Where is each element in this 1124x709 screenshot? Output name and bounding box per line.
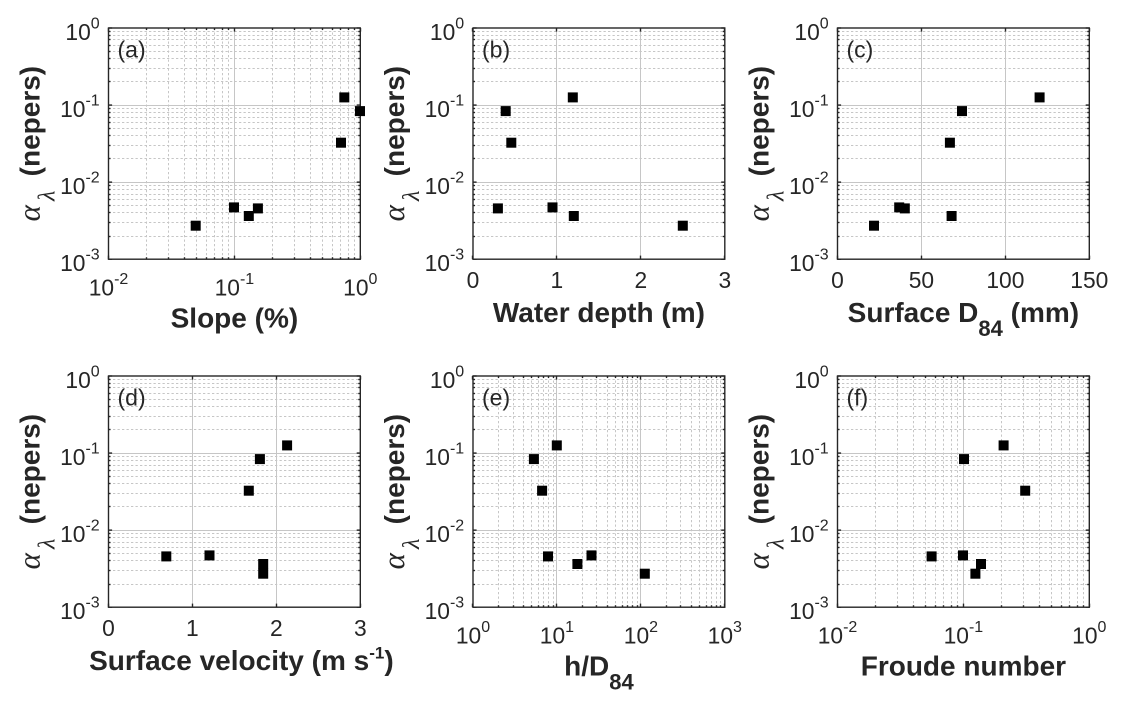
svg-text:Surface D84 (mm): Surface D84 (mm): [848, 297, 1079, 341]
svg-text:100: 100: [986, 267, 1024, 293]
svg-text:10-1: 10-1: [60, 441, 100, 470]
svg-text:102: 102: [624, 619, 658, 648]
svg-text:Water depth (m): Water depth (m): [493, 297, 705, 328]
svg-text:3: 3: [354, 615, 367, 641]
svg-text:10-2: 10-2: [89, 271, 129, 300]
svg-text:0: 0: [831, 267, 844, 293]
svg-text:10-1: 10-1: [425, 441, 465, 470]
svg-text:10-3: 10-3: [789, 595, 829, 624]
svg-text:2: 2: [270, 615, 283, 641]
svg-text:10-1: 10-1: [944, 619, 984, 648]
svg-text:100: 100: [430, 364, 464, 393]
svg-text:h/D84: h/D84: [564, 650, 634, 694]
svg-text:(c): (c): [847, 37, 874, 63]
svg-text:(f): (f): [847, 385, 869, 411]
svg-text:αλ (nepers): αλ (nepers): [376, 66, 425, 221]
svg-text:1: 1: [186, 615, 199, 641]
svg-text:100: 100: [456, 619, 490, 648]
svg-text:100: 100: [1072, 619, 1106, 648]
svg-text:αλ (nepers): αλ (nepers): [741, 66, 790, 221]
svg-text:100: 100: [65, 364, 99, 393]
svg-text:100: 100: [430, 16, 464, 45]
svg-text:10-3: 10-3: [425, 595, 465, 624]
svg-text:αλ (nepers): αλ (nepers): [12, 414, 61, 569]
svg-text:(a): (a): [118, 37, 146, 63]
svg-text:10-3: 10-3: [60, 595, 100, 624]
svg-text:10-3: 10-3: [425, 247, 465, 276]
svg-text:Slope (%): Slope (%): [171, 302, 299, 333]
svg-text:(d): (d): [118, 385, 146, 411]
svg-text:100: 100: [343, 271, 377, 300]
svg-text:αλ (nepers): αλ (nepers): [741, 414, 790, 569]
svg-text:10-2: 10-2: [60, 170, 100, 199]
svg-text:10-2: 10-2: [789, 518, 829, 547]
svg-text:10-3: 10-3: [789, 247, 829, 276]
svg-text:10-2: 10-2: [818, 619, 858, 648]
svg-text:103: 103: [708, 619, 742, 648]
svg-text:10-1: 10-1: [425, 93, 465, 122]
svg-text:0: 0: [102, 615, 115, 641]
svg-text:10-1: 10-1: [60, 93, 100, 122]
svg-text:10-3: 10-3: [60, 247, 100, 276]
svg-text:1: 1: [551, 267, 564, 293]
svg-text:50: 50: [909, 267, 934, 293]
svg-text:10-1: 10-1: [215, 271, 255, 300]
svg-text:10-2: 10-2: [789, 170, 829, 199]
svg-text:0: 0: [467, 267, 480, 293]
svg-text:αλ (nepers): αλ (nepers): [376, 414, 425, 569]
svg-text:αλ (nepers): αλ (nepers): [12, 66, 61, 221]
svg-text:150: 150: [1070, 267, 1108, 293]
svg-text:10-2: 10-2: [425, 518, 465, 547]
svg-text:10-1: 10-1: [789, 93, 829, 122]
svg-text:3: 3: [718, 267, 731, 293]
svg-text:100: 100: [794, 16, 828, 45]
svg-text:(e): (e): [482, 385, 510, 411]
svg-text:100: 100: [794, 364, 828, 393]
svg-text:10-1: 10-1: [789, 441, 829, 470]
svg-text:101: 101: [540, 619, 574, 648]
svg-text:Surface velocity (m s-1): Surface velocity (m s-1): [89, 644, 394, 676]
svg-text:100: 100: [65, 16, 99, 45]
svg-text:2: 2: [635, 267, 648, 293]
svg-text:10-2: 10-2: [425, 170, 465, 199]
svg-text:10-2: 10-2: [60, 518, 100, 547]
svg-text:(b): (b): [482, 37, 510, 63]
svg-text:Froude number: Froude number: [861, 650, 1066, 681]
